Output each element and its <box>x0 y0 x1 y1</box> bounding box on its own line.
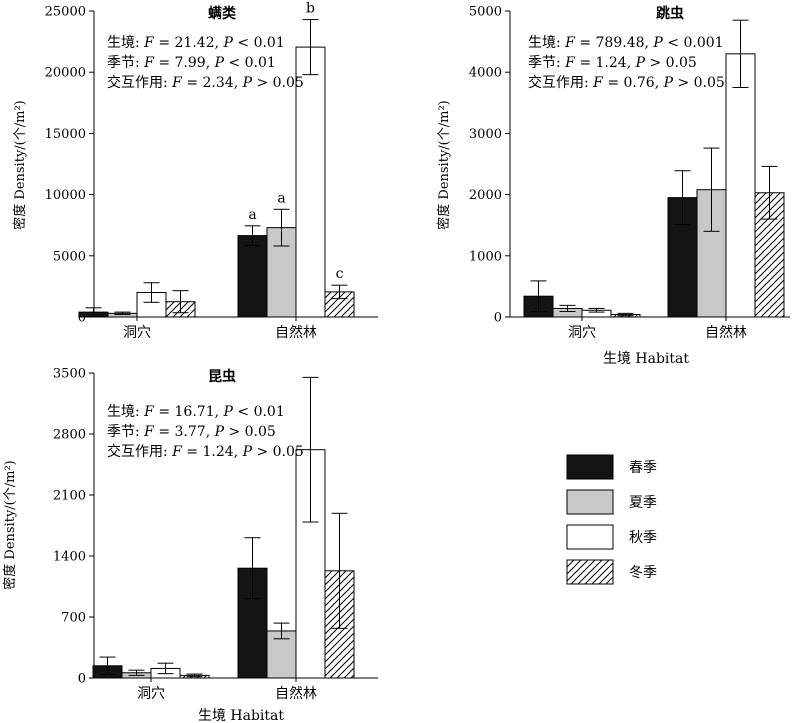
y-tick-label: 0 <box>78 311 86 326</box>
significance-letter: b <box>306 1 315 17</box>
y-tick-label: 2000 <box>469 188 502 203</box>
bar <box>725 53 756 318</box>
x-axis-label: 生境 Habitat <box>198 708 284 723</box>
y-tick-label: 3000 <box>469 127 502 142</box>
y-tick-label: 700 <box>61 611 86 626</box>
legend-swatch <box>566 559 614 585</box>
legend-label: 夏季 <box>629 495 657 511</box>
bar <box>237 235 268 318</box>
x-tick-label: 自然林 <box>275 685 317 702</box>
y-tick-label: 2100 <box>53 489 86 504</box>
y-tick-label: 5000 <box>469 5 502 20</box>
stat-annotation: 交互作用: F = 1.24, P > 0.05 <box>107 443 304 460</box>
legend-swatch <box>566 454 614 480</box>
x-axis-label: 生境 Habitat <box>603 351 689 367</box>
y-tick-label: 4000 <box>469 66 502 81</box>
legend-swatch <box>566 524 614 550</box>
stat-annotation: 交互作用: F = 0.76, P > 0.05 <box>528 74 725 91</box>
legend-label: 冬季 <box>629 565 657 581</box>
y-tick-label: 10000 <box>45 188 86 203</box>
stat-annotation: 生境: F = 789.48, P < 0.001 <box>528 35 724 51</box>
significance-letter: a <box>277 190 285 206</box>
chart-title: 跳虫 <box>656 5 684 22</box>
stat-annotation: 季节: F = 3.77, P > 0.05 <box>107 424 276 440</box>
y-tick-label: 3500 <box>53 367 86 382</box>
y-axis-label: 密度 Density/(个/m²) <box>2 460 18 589</box>
stat-annotation: 季节: F = 7.99, P < 0.01 <box>107 55 276 71</box>
stat-annotation: 交互作用: F = 2.34, P > 0.05 <box>107 74 304 91</box>
y-tick-label: 1400 <box>53 550 86 565</box>
x-tick-label: 洞穴 <box>123 325 151 341</box>
insects-chart-panel: 昆虫 密度 Density/(个/m²) 生境 Habitat 0 700 1400… <box>2 367 378 723</box>
chart-title: 螨类 <box>208 5 237 22</box>
y-axis-label: 密度 Density/(个/m²) <box>12 100 28 229</box>
x-tick-label: 自然林 <box>275 324 317 341</box>
x-tick-label: 自然林 <box>705 324 747 341</box>
x-tick-label: 洞穴 <box>568 325 596 341</box>
y-tick-label: 1000 <box>469 249 502 264</box>
y-tick-label: 2800 <box>53 428 86 443</box>
legend-label: 春季 <box>629 460 657 476</box>
significance-letter: c <box>336 266 344 282</box>
stat-annotation: 生境: F = 21.42, P < 0.01 <box>107 35 285 51</box>
y-tick-label: 5000 <box>53 249 86 264</box>
chart-title: 昆虫 <box>208 368 236 385</box>
bar <box>295 46 326 318</box>
springtails-chart-panel: 跳虫 密度 Density/(个/m²) 生境 Habitat 0 1000 200… <box>436 5 790 367</box>
y-tick-label: 0 <box>78 672 86 687</box>
y-tick-label: 25000 <box>45 5 86 20</box>
stat-annotation: 生境: F = 16.71, P < 0.01 <box>107 404 285 420</box>
y-tick-label: 15000 <box>45 127 86 142</box>
x-tick-label: 洞穴 <box>137 686 165 702</box>
legend-label: 秋季 <box>629 530 657 546</box>
y-tick-label: 20000 <box>45 66 86 81</box>
y-tick-label: 0 <box>494 311 502 326</box>
significance-letter: a <box>248 207 256 223</box>
y-axis-label: 密度 Density/(个/m²) <box>436 100 452 229</box>
legend-swatch <box>566 489 614 515</box>
stat-annotation: 季节: F = 1.24, P > 0.05 <box>528 55 697 71</box>
mites-chart-panel: 螨类 密度 Density/(个/m²) 0 5000 10000 15000 2000… <box>12 1 378 341</box>
